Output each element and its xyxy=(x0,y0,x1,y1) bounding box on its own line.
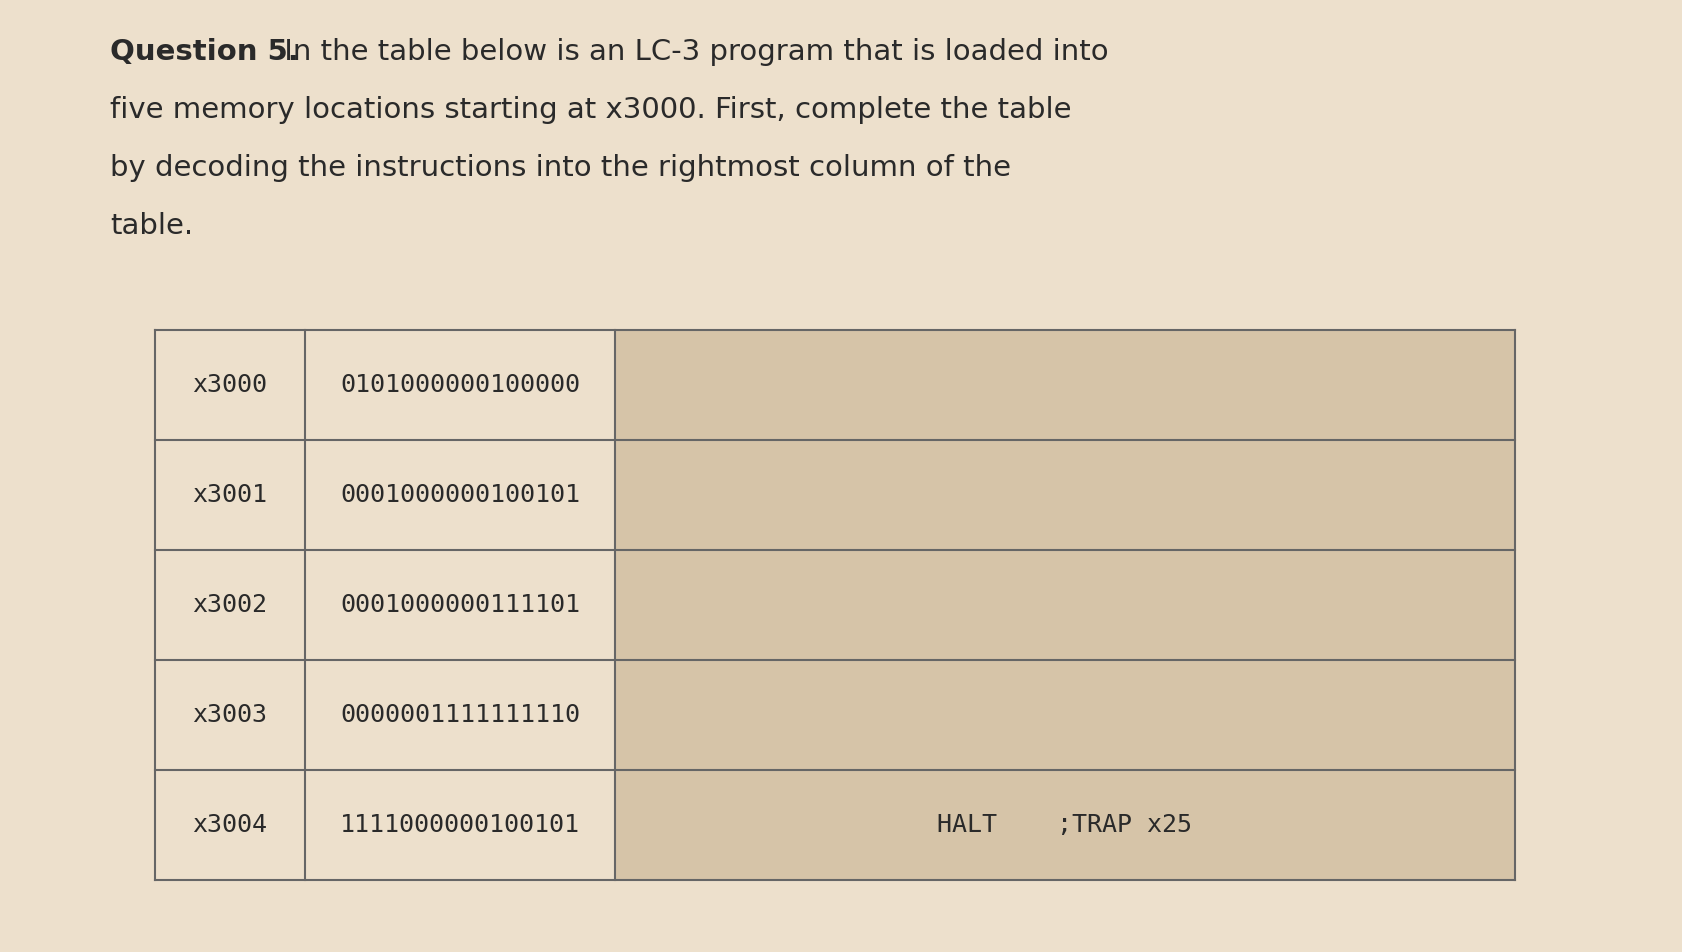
Bar xyxy=(304,770,614,880)
Text: Question 5.: Question 5. xyxy=(109,38,299,66)
Text: 0001000000111101: 0001000000111101 xyxy=(340,593,580,617)
Bar xyxy=(155,440,304,550)
Text: x3000: x3000 xyxy=(192,373,267,397)
Text: 0000001111111110: 0000001111111110 xyxy=(340,703,580,727)
Bar xyxy=(614,660,1514,770)
Bar xyxy=(614,440,1514,550)
Bar xyxy=(304,330,614,440)
Bar xyxy=(155,330,304,440)
Text: In the table below is an LC-3 program that is loaded into: In the table below is an LC-3 program th… xyxy=(274,38,1108,66)
Bar xyxy=(614,770,1514,880)
Text: x3003: x3003 xyxy=(192,703,267,727)
Text: x3004: x3004 xyxy=(192,813,267,837)
Text: 0001000000100101: 0001000000100101 xyxy=(340,483,580,507)
Text: by decoding the instructions into the rightmost column of the: by decoding the instructions into the ri… xyxy=(109,154,1011,182)
Text: table.: table. xyxy=(109,212,193,240)
Bar xyxy=(614,550,1514,660)
Text: x3002: x3002 xyxy=(192,593,267,617)
Bar xyxy=(614,330,1514,440)
Bar xyxy=(155,660,304,770)
Bar xyxy=(155,770,304,880)
Text: 1111000000100101: 1111000000100101 xyxy=(340,813,580,837)
Text: five memory locations starting at x3000. First, complete the table: five memory locations starting at x3000.… xyxy=(109,96,1071,124)
Bar xyxy=(155,550,304,660)
Text: x3001: x3001 xyxy=(192,483,267,507)
Bar xyxy=(304,550,614,660)
Bar xyxy=(304,440,614,550)
Bar xyxy=(304,660,614,770)
Text: HALT    ;TRAP x25: HALT ;TRAP x25 xyxy=(937,813,1193,837)
Text: 0101000000100000: 0101000000100000 xyxy=(340,373,580,397)
